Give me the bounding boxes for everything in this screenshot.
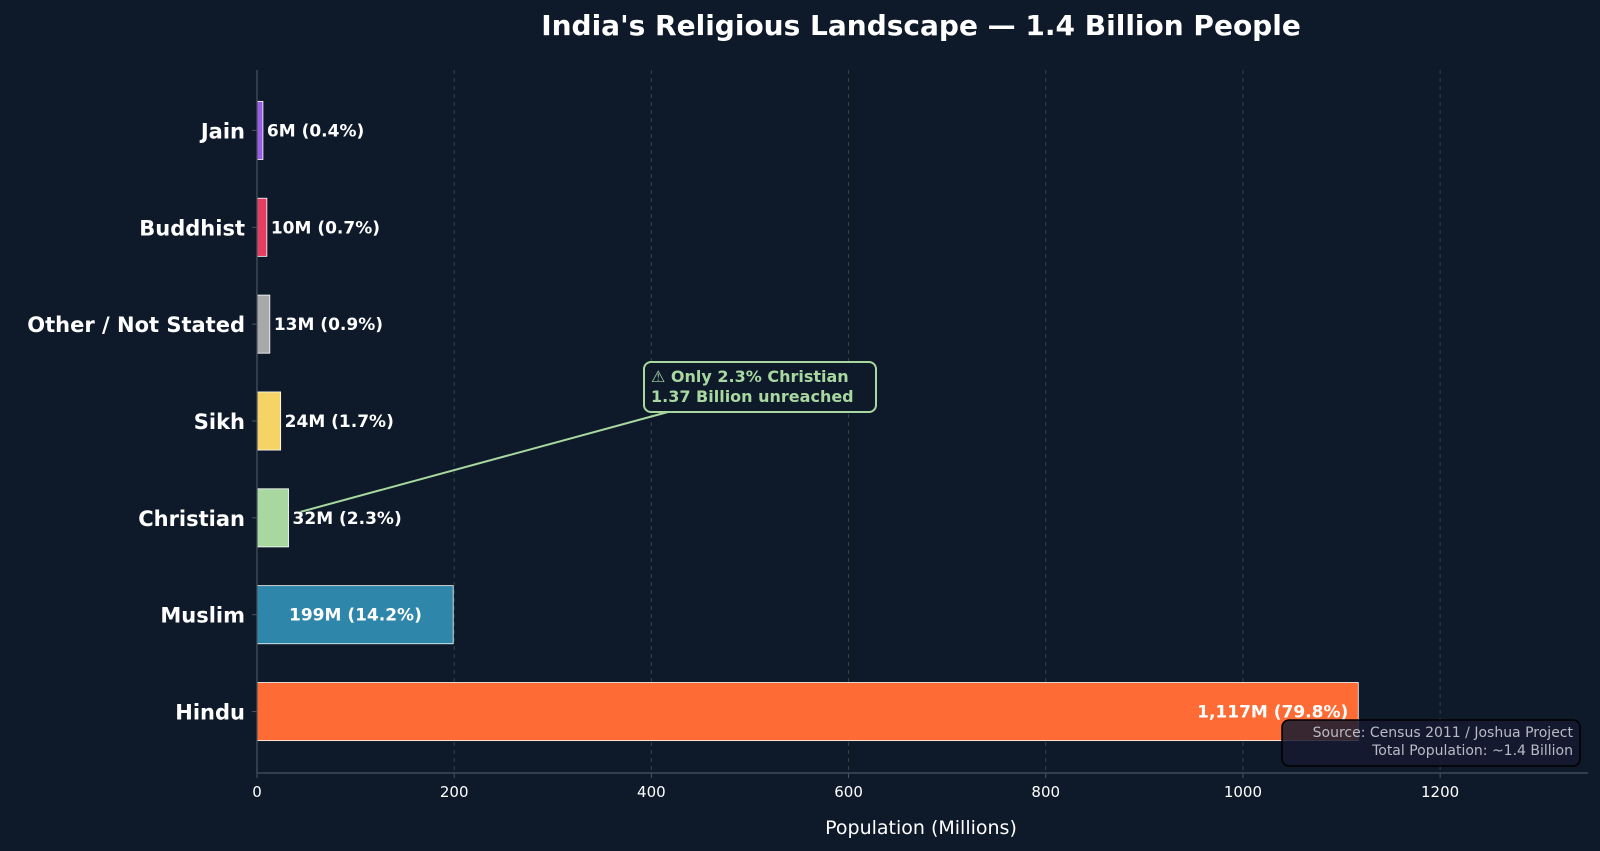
- bar-jain: [256, 100, 264, 160]
- data-label: 13M (0.9%): [274, 315, 383, 335]
- data-label: 32M (2.3%): [293, 509, 402, 529]
- data-label: 6M (0.4%): [267, 121, 364, 141]
- x-tick-label: 400: [637, 783, 666, 801]
- bar-christian: [256, 488, 289, 548]
- data-label: 24M (1.7%): [285, 412, 394, 432]
- category-label: Other / Not Stated: [27, 313, 245, 337]
- category-label: Muslim: [160, 604, 245, 628]
- grid-lines: [453, 70, 1441, 773]
- x-axis-label: Population (Millions): [825, 817, 1017, 839]
- source-text: Total Population: ~1.4 Billion: [1371, 743, 1573, 759]
- category-label: Hindu: [175, 701, 245, 725]
- data-label: 1,117M (79.8%): [1197, 703, 1348, 723]
- x-tick-label: 1200: [1421, 783, 1459, 801]
- category-label: Jain: [199, 119, 245, 143]
- category-label: Sikh: [194, 410, 245, 434]
- x-tick-label: 600: [834, 783, 863, 801]
- source-box: [1281, 719, 1581, 767]
- category-label: Christian: [138, 507, 245, 531]
- bar-hindu: [256, 682, 1359, 742]
- data-label: 10M (0.7%): [271, 218, 380, 238]
- annotation-text: ⚠ Only 2.3% Christian: [651, 367, 849, 386]
- x-tick-label: 0: [252, 783, 262, 801]
- bar-muslim: [256, 585, 454, 645]
- source-text: Source: Census 2011 / Joshua Project: [1313, 725, 1574, 741]
- x-tick-label: 800: [1031, 783, 1060, 801]
- annotation-text: 1.37 Billion unreached: [651, 387, 854, 406]
- x-tick-label: 200: [440, 783, 469, 801]
- bar-sikh: [256, 391, 282, 451]
- category-label: Buddhist: [139, 216, 245, 240]
- x-tick-label: 1000: [1224, 783, 1262, 801]
- axes: 0 200 400 600 800 1000 1200 Hindu Muslim Christia…: [27, 70, 1588, 801]
- chart-title: India's Religious Landscape — 1.4 Billio…: [541, 9, 1301, 42]
- annotation-box: [643, 361, 877, 413]
- data-label: 199M (14.2%): [289, 606, 422, 626]
- bars: 1,117M (79.8%) 199M (14.2%) 32M (2.3%) 24M …: [256, 100, 1359, 742]
- annotation-arrow: [300, 411, 669, 513]
- bar-other-not-stated: [256, 294, 271, 354]
- bar-buddhist: [256, 197, 268, 257]
